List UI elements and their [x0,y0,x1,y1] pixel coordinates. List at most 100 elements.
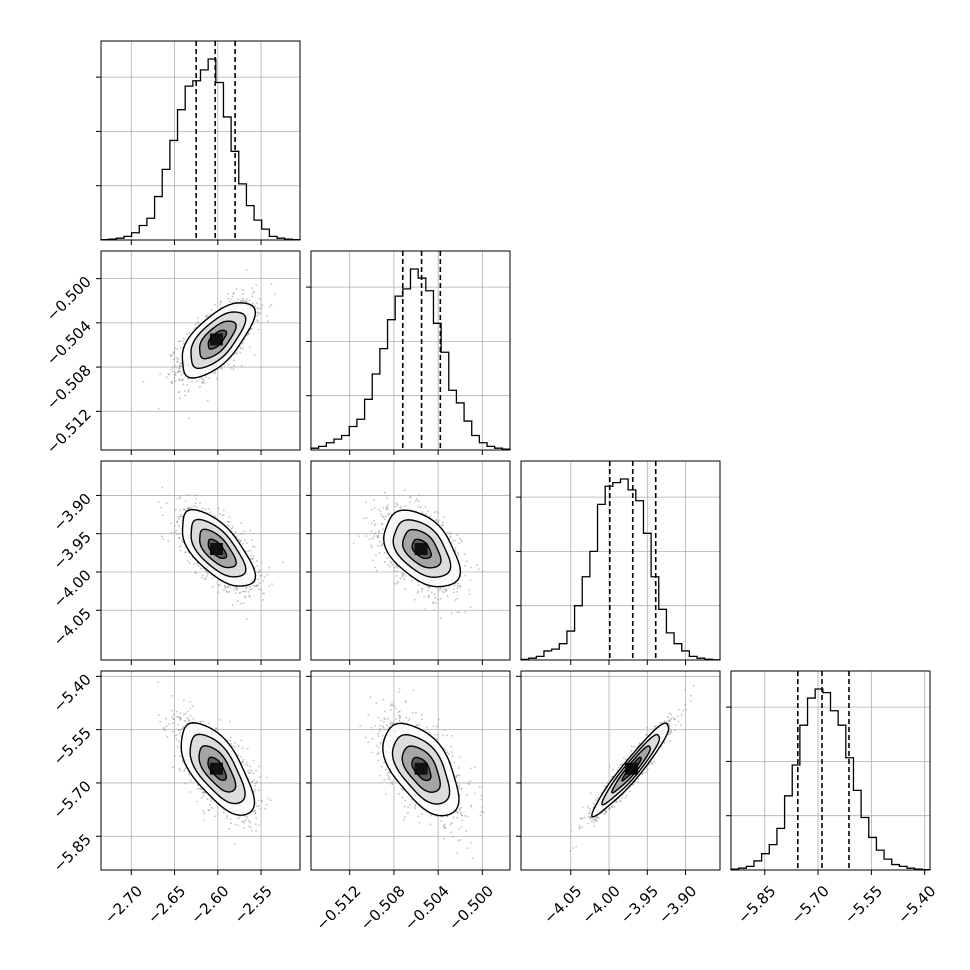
scatter-point [240,532,243,535]
scatter-point [477,568,480,571]
scatter-point [433,593,436,596]
scatter-point [201,377,204,380]
scatter-point [469,606,472,608]
scatter-point [205,570,208,573]
scatter-point [222,514,225,516]
scatter-point [251,295,254,298]
scatter-point [184,499,187,502]
scatter-point [352,542,355,545]
scatter-point [250,826,252,829]
scatter-point [184,551,187,554]
scatter-point [162,538,165,540]
scatter-point [469,579,472,582]
scatter-point [452,539,454,542]
scatter-point [453,591,455,594]
scatter-point [142,381,145,383]
scatter-point [227,524,230,527]
scatter-point [242,347,244,350]
scatter-point [240,522,242,525]
scatter-point [234,586,237,589]
hist-panel [516,460,721,665]
scatter-point [170,532,173,534]
scatter-point [178,340,181,343]
scatter-point [456,611,459,614]
x-tick-label: −5.70 [788,882,833,927]
scatter-point [432,601,435,604]
scatter-point [171,382,174,385]
scatter-point [204,316,207,319]
scatter-point [384,515,387,518]
scatter-point [236,600,239,602]
scatter-point [179,365,182,368]
scatter-point [184,394,187,397]
scatter-point [242,602,245,604]
scatter-point [464,574,467,577]
scatter-point [208,377,210,380]
scatter-point [235,588,238,591]
scatter-point [179,397,181,400]
scatter-point [185,333,188,336]
scatter-point [159,720,162,723]
scatter-point [256,584,259,587]
scatter-point [239,345,241,348]
hist-step [730,688,931,871]
scatter-point [179,497,181,500]
scatter-point [217,507,220,510]
scatter-point [165,502,168,505]
scatter-point [196,321,199,324]
scatter-point [459,537,461,540]
scatter-point [271,583,273,586]
scatter-point [419,506,422,509]
scatter-point [180,544,182,547]
scatter-point [357,535,360,538]
scatter-point [213,303,216,306]
scatter-point [233,292,235,294]
y-tick-label: −3.90 [50,490,95,535]
scatter-point [395,574,398,577]
scatter-point [173,531,176,534]
x-tick-label: −5.55 [841,882,886,927]
axes-frame [730,670,931,871]
scatter-point [174,347,177,350]
scatter-point [468,589,471,592]
scatter-point [386,557,389,560]
scatter-point [255,780,258,783]
scatter-point [446,595,449,598]
scatter-point [178,525,180,528]
scatter-point [417,505,420,508]
scatter-point [161,514,164,517]
scatter-point [174,371,177,374]
scatter-point [200,797,203,799]
scatter-point [393,570,396,573]
scatter-point [226,591,229,594]
scatter-panel: −0.512−0.508−0.504−0.500 [43,250,301,457]
scatter-point [179,513,182,516]
y-tick-label: −4.00 [50,566,95,611]
scatter-point [184,509,187,511]
scatter-point [436,588,439,590]
scatter-point [223,364,226,366]
scatter-point [194,571,197,574]
scatter-point [205,314,208,317]
scatter-point [437,512,440,515]
scatter-point [464,610,467,613]
scatter-point [248,332,251,335]
scatter-point [180,379,183,381]
scatter-point [256,311,259,314]
scatter-point [219,512,221,515]
scatter-point [259,574,261,577]
scatter-point [178,379,180,382]
scatter-point [228,363,230,366]
scatter-point [167,540,170,542]
scatter-point [255,283,258,286]
scatter-point [210,309,213,311]
scatter-point [433,609,436,611]
scatter-point [174,365,177,368]
scatter-point [208,508,210,510]
scatter-point [219,303,221,306]
scatter-point [244,539,247,542]
scatter-point [435,602,438,605]
scatter-point [248,585,251,588]
scatter-point [157,407,160,410]
scatter-point [221,368,223,371]
